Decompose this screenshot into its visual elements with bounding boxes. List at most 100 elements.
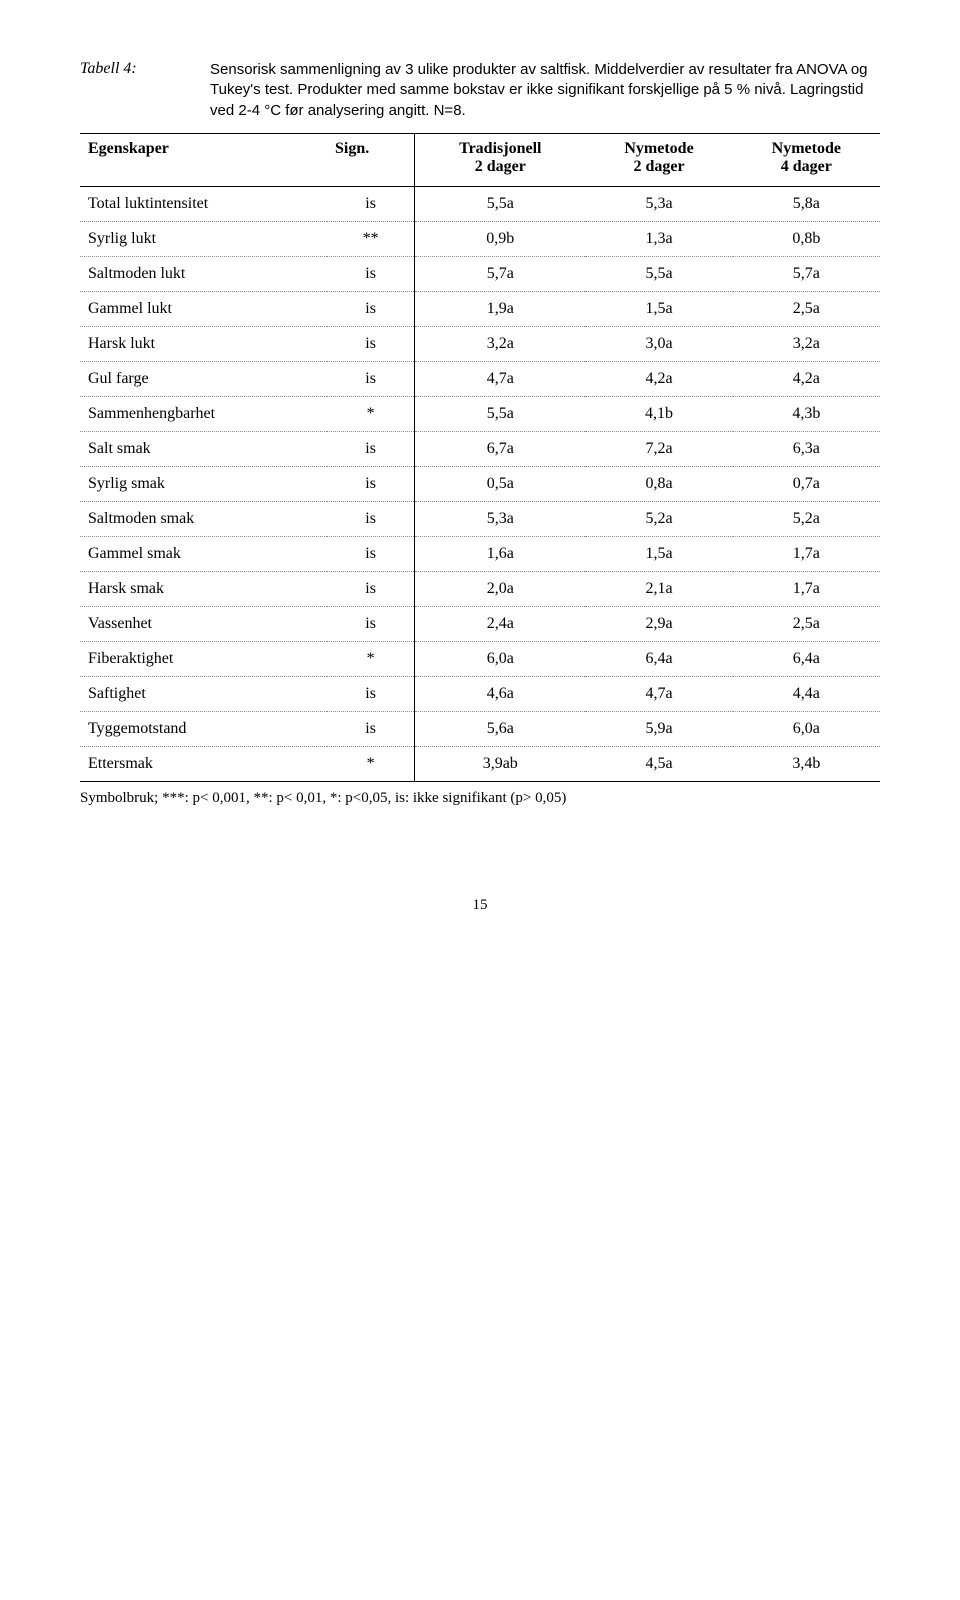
data-table: Egenskaper Sign. Tradisjonell2 dager Nym… <box>80 133 880 782</box>
row-value: 1,7a <box>733 536 880 571</box>
row-value: 4,1b <box>585 396 732 431</box>
row-value: 4,2a <box>733 361 880 396</box>
row-value: 4,7a <box>585 676 732 711</box>
row-sign: is <box>327 326 415 361</box>
row-value: 6,0a <box>415 641 586 676</box>
row-label: Salt smak <box>80 431 327 466</box>
row-value: 2,5a <box>733 291 880 326</box>
row-value: 3,9ab <box>415 746 586 781</box>
col-header-ny4: Nymetode4 dager <box>733 133 880 186</box>
row-value: 2,5a <box>733 606 880 641</box>
col-header-egenskaper: Egenskaper <box>80 133 327 186</box>
row-value: 4,6a <box>415 676 586 711</box>
row-sign: * <box>327 641 415 676</box>
row-value: 4,3b <box>733 396 880 431</box>
row-value: 5,9a <box>585 711 732 746</box>
table-row: Gammel luktis1,9a1,5a2,5a <box>80 291 880 326</box>
page-number: 15 <box>80 897 880 914</box>
row-label: Ettersmak <box>80 746 327 781</box>
row-value: 5,7a <box>733 256 880 291</box>
row-value: 4,4a <box>733 676 880 711</box>
row-label: Sammenhengbarhet <box>80 396 327 431</box>
row-sign: is <box>327 606 415 641</box>
row-label: Saltmoden lukt <box>80 256 327 291</box>
row-value: 3,4b <box>733 746 880 781</box>
row-sign: is <box>327 501 415 536</box>
row-value: 5,3a <box>585 186 732 221</box>
row-sign: * <box>327 746 415 781</box>
table-row: Gul fargeis4,7a4,2a4,2a <box>80 361 880 396</box>
row-value: 3,2a <box>415 326 586 361</box>
row-value: 6,4a <box>733 641 880 676</box>
table-row: Salt smakis6,7a7,2a6,3a <box>80 431 880 466</box>
row-value: 5,6a <box>415 711 586 746</box>
row-label: Tyggemotstand <box>80 711 327 746</box>
col-header-ny2: Nymetode2 dager <box>585 133 732 186</box>
row-value: 5,2a <box>733 501 880 536</box>
row-value: 5,3a <box>415 501 586 536</box>
row-sign: is <box>327 676 415 711</box>
row-value: 7,2a <box>585 431 732 466</box>
row-value: 4,2a <box>585 361 732 396</box>
row-value: 6,3a <box>733 431 880 466</box>
row-value: 4,7a <box>415 361 586 396</box>
row-value: 5,5a <box>415 186 586 221</box>
row-value: 1,6a <box>415 536 586 571</box>
row-value: 1,9a <box>415 291 586 326</box>
row-label: Total luktintensitet <box>80 186 327 221</box>
row-value: 2,1a <box>585 571 732 606</box>
row-sign: is <box>327 466 415 501</box>
table-caption: Sensorisk sammenligning av 3 ulike produ… <box>210 60 880 121</box>
row-sign: is <box>327 711 415 746</box>
table-row: Syrlig smakis0,5a0,8a0,7a <box>80 466 880 501</box>
row-value: 0,7a <box>733 466 880 501</box>
row-value: 5,7a <box>415 256 586 291</box>
row-value: 6,0a <box>733 711 880 746</box>
row-value: 6,7a <box>415 431 586 466</box>
table-row: Tyggemotstandis5,6a5,9a6,0a <box>80 711 880 746</box>
row-sign: is <box>327 571 415 606</box>
row-sign: is <box>327 536 415 571</box>
table-row: Syrlig lukt**0,9b1,3a0,8b <box>80 221 880 256</box>
col-header-trad: Tradisjonell2 dager <box>415 133 586 186</box>
row-sign: is <box>327 256 415 291</box>
row-value: 0,9b <box>415 221 586 256</box>
row-value: 0,8b <box>733 221 880 256</box>
row-sign: * <box>327 396 415 431</box>
row-value: 0,5a <box>415 466 586 501</box>
row-sign: is <box>327 431 415 466</box>
row-value: 1,7a <box>733 571 880 606</box>
row-value: 1,5a <box>585 291 732 326</box>
table-row: Harsk smakis2,0a2,1a1,7a <box>80 571 880 606</box>
row-value: 2,0a <box>415 571 586 606</box>
row-label: Fiberaktighet <box>80 641 327 676</box>
table-row: Saltmoden smakis5,3a5,2a5,2a <box>80 501 880 536</box>
row-value: 1,3a <box>585 221 732 256</box>
row-value: 6,4a <box>585 641 732 676</box>
table-row: Harsk luktis3,2a3,0a3,2a <box>80 326 880 361</box>
table-row: Gammel smakis1,6a1,5a1,7a <box>80 536 880 571</box>
row-value: 3,0a <box>585 326 732 361</box>
row-label: Vassenhet <box>80 606 327 641</box>
row-label: Syrlig lukt <box>80 221 327 256</box>
table-row: Fiberaktighet*6,0a6,4a6,4a <box>80 641 880 676</box>
row-value: 5,5a <box>415 396 586 431</box>
row-value: 5,2a <box>585 501 732 536</box>
row-value: 5,5a <box>585 256 732 291</box>
row-value: 3,2a <box>733 326 880 361</box>
row-value: 4,5a <box>585 746 732 781</box>
table-row: Vassenhetis2,4a2,9a2,5a <box>80 606 880 641</box>
row-value: 1,5a <box>585 536 732 571</box>
row-sign: ** <box>327 221 415 256</box>
col-header-sign: Sign. <box>327 133 415 186</box>
row-sign: is <box>327 186 415 221</box>
row-value: 0,8a <box>585 466 732 501</box>
table-row: Saltmoden luktis5,7a5,5a5,7a <box>80 256 880 291</box>
table-row: Total luktintensitetis5,5a5,3a5,8a <box>80 186 880 221</box>
row-label: Gammel smak <box>80 536 327 571</box>
row-label: Gul farge <box>80 361 327 396</box>
row-sign: is <box>327 361 415 396</box>
row-label: Gammel lukt <box>80 291 327 326</box>
row-label: Harsk lukt <box>80 326 327 361</box>
table-row: Ettersmak*3,9ab4,5a3,4b <box>80 746 880 781</box>
